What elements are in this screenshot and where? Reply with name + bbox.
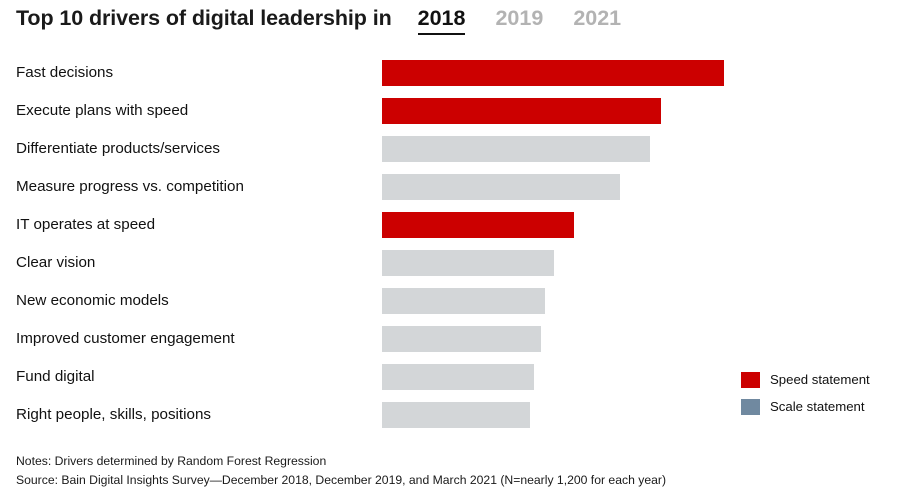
bar-category-label: Clear vision bbox=[16, 254, 96, 271]
bar-row: Execute plans with speed bbox=[0, 98, 900, 124]
bar-row: Right people, skills, positions bbox=[0, 402, 900, 428]
bar-track bbox=[382, 136, 724, 162]
bar-category-label: Fund digital bbox=[16, 368, 95, 385]
year-tab-2021[interactable]: 2021 bbox=[573, 6, 622, 30]
bar-track bbox=[382, 98, 724, 124]
footnotes: Notes: Drivers determined by Random Fore… bbox=[16, 452, 896, 490]
bar-row: Fund digital bbox=[0, 364, 900, 390]
bar-row: New economic models bbox=[0, 288, 900, 314]
bar-track bbox=[382, 174, 724, 200]
bar-row: Differentiate products/services bbox=[0, 136, 900, 162]
bar-category-label: New economic models bbox=[16, 292, 169, 309]
page-title-bar: Top 10 drivers of digital leadership in … bbox=[16, 6, 621, 40]
bar-track bbox=[382, 250, 724, 276]
legend-label-speed: Speed statement bbox=[770, 372, 870, 387]
bar-row: Improved customer engagement bbox=[0, 326, 900, 352]
bar-row: IT operates at speed bbox=[0, 212, 900, 238]
bar-fill[interactable] bbox=[382, 326, 542, 352]
bar-track bbox=[382, 402, 724, 428]
bar-category-label: Measure progress vs. competition bbox=[16, 178, 244, 195]
legend-item-speed[interactable]: Speed statement bbox=[741, 369, 891, 390]
bar-track bbox=[382, 288, 724, 314]
bar-category-label: Right people, skills, positions bbox=[16, 406, 212, 423]
legend-swatch-speed bbox=[741, 371, 760, 388]
bar-fill[interactable] bbox=[382, 136, 651, 162]
bar-chart: Fast decisions Execute plans with speed Di… bbox=[0, 60, 900, 440]
chart-legend: Speed statement Scale statement bbox=[741, 369, 891, 423]
bar-fill[interactable] bbox=[382, 250, 555, 276]
bar-category-label: Execute plans with speed bbox=[16, 102, 189, 119]
bar-track bbox=[382, 326, 724, 352]
footnote-notes: Notes: Drivers determined by Random Fore… bbox=[16, 454, 327, 468]
bar-fill[interactable] bbox=[382, 288, 546, 314]
bar-fill[interactable] bbox=[382, 212, 574, 238]
bar-track bbox=[382, 212, 724, 238]
bar-fill[interactable] bbox=[382, 364, 534, 390]
bar-row: Fast decisions bbox=[0, 60, 900, 86]
year-tab-2018[interactable]: 2018 bbox=[417, 6, 466, 35]
bar-row: Clear vision bbox=[0, 250, 900, 276]
bar-fill[interactable] bbox=[382, 402, 531, 428]
legend-item-scale[interactable]: Scale statement bbox=[741, 396, 891, 417]
bar-row: Measure progress vs. competition bbox=[0, 174, 900, 200]
footnote-source: Source: Bain Digital Insights Survey—Dec… bbox=[16, 473, 667, 487]
bar-category-label: Fast decisions bbox=[16, 64, 114, 81]
bar-track bbox=[382, 364, 724, 390]
bar-category-label: Improved customer engagement bbox=[16, 330, 235, 347]
page-title: Top 10 drivers of digital leadership in bbox=[16, 6, 392, 30]
legend-label-scale: Scale statement bbox=[770, 399, 865, 414]
bar-fill[interactable] bbox=[382, 174, 621, 200]
bar-fill[interactable] bbox=[382, 60, 724, 86]
legend-swatch-scale bbox=[741, 398, 760, 415]
year-tab-2019[interactable]: 2019 bbox=[495, 6, 544, 30]
bar-fill[interactable] bbox=[382, 98, 662, 124]
bar-category-label: Differentiate products/services bbox=[16, 140, 221, 157]
bar-track bbox=[382, 60, 724, 86]
bar-category-label: IT operates at speed bbox=[16, 216, 156, 233]
